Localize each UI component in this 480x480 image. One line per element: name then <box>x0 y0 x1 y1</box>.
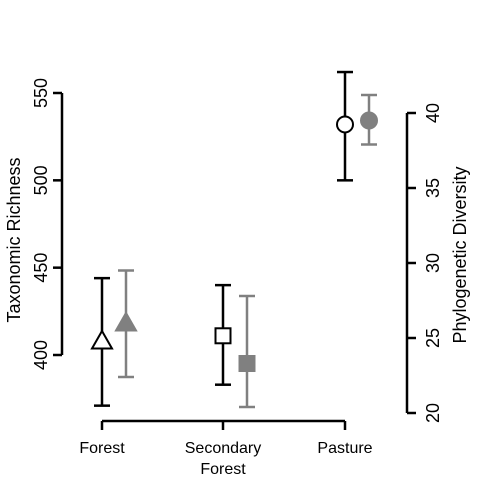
x-tick-label: Secondary <box>185 440 262 457</box>
data-point-circle <box>360 111 378 130</box>
left-tick-label: 450 <box>31 253 51 283</box>
data-point-triangle <box>90 329 114 350</box>
right-axis-title: Phylogenetic Diversity <box>450 166 470 343</box>
data-point-triangle <box>114 310 138 332</box>
left-tick-label: 400 <box>31 340 51 370</box>
x-tick-label: Forest <box>200 461 246 478</box>
data-marks <box>90 70 378 409</box>
data-point-square <box>238 355 256 372</box>
x-tick-label: Forest <box>79 440 125 457</box>
right-axis: 20 25 30 35 40 <box>405 103 443 423</box>
left-axis-title: Taxonomic Richness <box>4 157 24 322</box>
right-tick-label: 35 <box>423 178 443 198</box>
right-tick-label: 25 <box>423 328 443 348</box>
left-tick-label: 550 <box>31 78 51 108</box>
x-tick-label: Pasture <box>317 440 372 457</box>
left-tick-label: 500 <box>31 165 51 195</box>
right-tick-label: 30 <box>423 253 443 273</box>
right-tick-label: 20 <box>423 403 443 423</box>
right-tick-label: 40 <box>423 103 443 123</box>
data-point-square <box>214 327 232 345</box>
x-axis: Forest Secondary Forest Pasture <box>79 419 373 478</box>
left-axis: 400 450 500 550 <box>31 78 64 370</box>
data-point-circle <box>336 115 354 134</box>
